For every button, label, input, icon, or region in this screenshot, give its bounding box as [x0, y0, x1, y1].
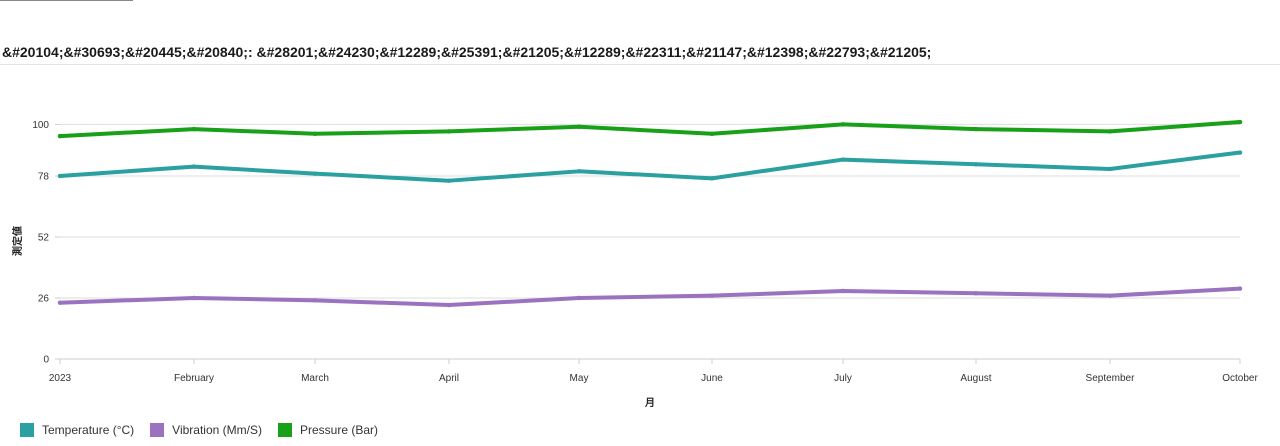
series-point-2 [973, 126, 979, 132]
series-point-2 [576, 124, 582, 129]
top-divider [0, 0, 133, 1]
legend-item[interactable]: Pressure (Bar) [277, 423, 378, 437]
legend-label: Pressure (Bar) [299, 423, 378, 437]
x-tick-label: May [570, 373, 589, 384]
legend-swatch [150, 423, 165, 437]
legend-label: Vibration (Mm/S) [172, 423, 262, 437]
y-tick-label: 26 [38, 294, 50, 305]
series-point-0 [1107, 166, 1113, 172]
legend-label: Temperature (°C) [42, 423, 135, 437]
y-tick-label: 78 [38, 172, 50, 183]
series-point-1 [973, 291, 979, 296]
series-point-0 [191, 164, 197, 169]
y-tick-label: 100 [32, 120, 49, 131]
series-point-1 [576, 295, 582, 301]
series-point-0 [446, 178, 452, 183]
series-point-2 [1107, 129, 1113, 134]
x-tick-label: September [1086, 373, 1136, 384]
y-tick-label: 52 [38, 233, 50, 244]
x-tick-label: April [439, 373, 459, 384]
series-point-0 [312, 171, 318, 176]
series-point-2 [191, 126, 197, 132]
series-point-2 [1237, 119, 1243, 125]
series-line-1 [58, 286, 1242, 308]
series-point-0 [709, 176, 715, 181]
y-axis-title: 測定値 [11, 226, 24, 256]
x-tick-label: July [834, 373, 852, 384]
series-point-2 [446, 129, 452, 134]
x-axis-title: 月 [644, 397, 655, 409]
legend-item[interactable]: Temperature (°C) [20, 423, 134, 437]
x-tick-label: February [174, 373, 214, 384]
chart-legend: Temperature (°C) Vibration (Mm/S) Pressure… [20, 423, 378, 437]
series-point-2 [840, 122, 846, 127]
page-title: &#20104;&#30693;&#20445;&#20840;: &#2820… [2, 44, 932, 60]
series-point-1 [1107, 293, 1113, 298]
series-point-1 [840, 288, 846, 294]
series-point-2 [57, 133, 63, 139]
page-header: &#20104;&#30693;&#20445;&#20840;: &#2820… [0, 40, 1280, 65]
series-line-2 [58, 120, 1242, 139]
x-tick-label: August [960, 373, 991, 384]
legend-swatch [277, 423, 292, 437]
series-point-0 [57, 173, 63, 179]
x-tick-label: March [301, 373, 329, 384]
series-point-2 [709, 131, 715, 136]
series-point-0 [576, 169, 582, 174]
series-point-1 [191, 295, 197, 301]
series-point-0 [1237, 150, 1243, 155]
series-point-1 [709, 293, 715, 298]
series-point-1 [312, 298, 318, 303]
series-point-1 [446, 302, 452, 308]
x-tick-label: 2023 [49, 373, 72, 384]
legend-item[interactable]: Vibration (Mm/S) [150, 423, 262, 437]
y-tick-label: 0 [43, 355, 49, 366]
series-point-0 [840, 157, 846, 162]
series-line-0 [58, 150, 1242, 183]
legend-swatch [20, 423, 34, 437]
series-point-0 [973, 162, 979, 167]
series-point-1 [57, 300, 63, 305]
series-point-1 [1237, 286, 1243, 291]
x-tick-label: October [1222, 373, 1258, 384]
series-point-2 [312, 131, 318, 136]
x-tick-label: June [701, 373, 723, 384]
